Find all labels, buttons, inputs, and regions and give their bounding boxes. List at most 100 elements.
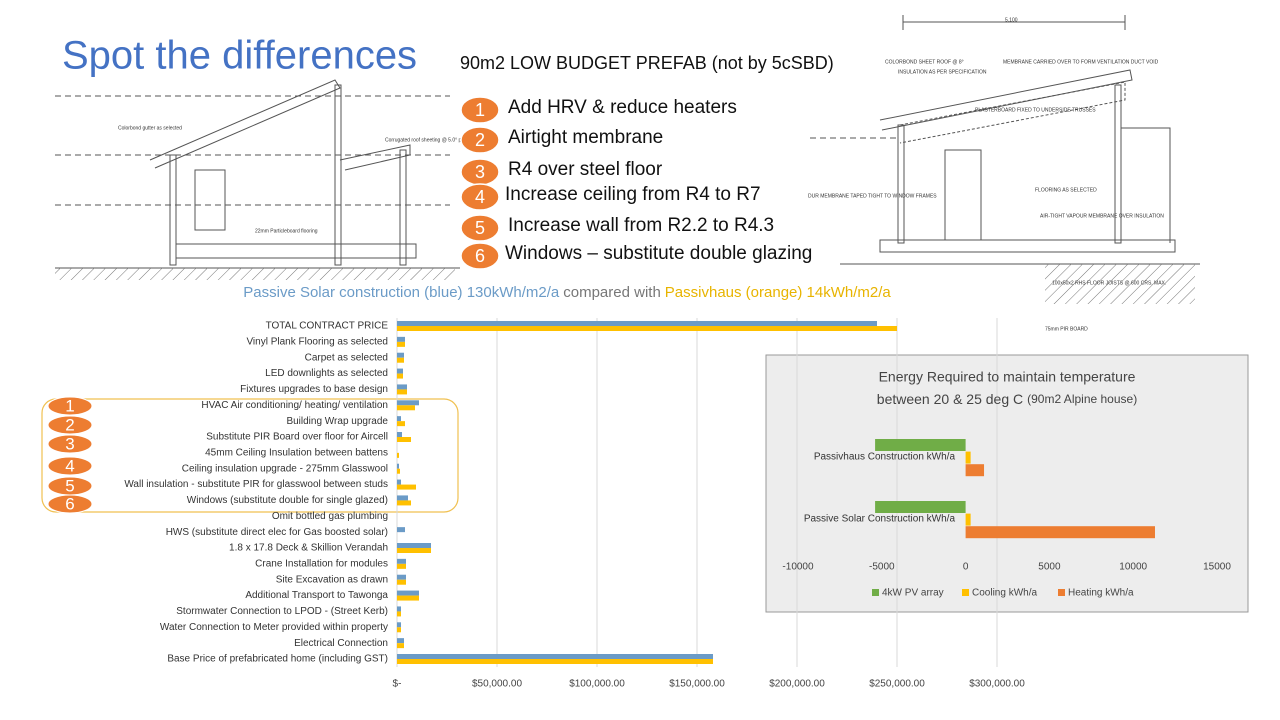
- legend-swatch: [1058, 589, 1065, 596]
- drawing-label: 5,100: [1005, 17, 1018, 23]
- x-tick-label: $300,000.00: [969, 679, 1025, 690]
- list-item: Windows – substitute double glazing: [505, 243, 812, 264]
- legend-swatch: [872, 589, 879, 596]
- category-label: Electrical Connection: [294, 638, 388, 649]
- bar: [397, 437, 411, 442]
- bar: [397, 368, 403, 374]
- list-item: Increase wall from R2.2 to R4.3: [508, 215, 774, 236]
- x-tick-label: -10000: [782, 562, 814, 573]
- badge-number: 3: [65, 434, 74, 453]
- bar: [397, 384, 407, 390]
- legend-label: Cooling kWh/a: [972, 588, 1037, 599]
- title-note: (90m2 Alpine house): [1027, 392, 1137, 406]
- badge-number: 6: [475, 246, 485, 266]
- bar: [397, 479, 401, 485]
- heading: Spot the differences: [62, 34, 417, 78]
- bar: [397, 336, 405, 342]
- bar: [397, 352, 404, 358]
- badge-number: 1: [475, 100, 485, 120]
- bar: [397, 659, 713, 664]
- drawing-label: Corrugated roof sheeting @ 5.0° pitch as…: [385, 137, 496, 143]
- list-item: Airtight membrane: [508, 127, 663, 148]
- category-label: Windows (substitute double for single gl…: [187, 495, 388, 506]
- bar: [397, 400, 419, 406]
- ground: [1045, 264, 1195, 304]
- bar: [397, 595, 419, 601]
- drawing-label: 100x50x2 RHS FLOOR JOISTS @ 600 CRS. MAX…: [1052, 280, 1166, 286]
- bar: [397, 558, 406, 564]
- legend-label: Heating kWh/a: [1068, 588, 1134, 599]
- bar: [397, 527, 405, 533]
- badge-number: 6: [65, 494, 74, 513]
- category-label: Carpet as selected: [305, 352, 388, 363]
- bar: [397, 463, 399, 469]
- title-line: between 20 & 25 deg C: [877, 391, 1023, 407]
- drawing-label: PLASTERBOARD FIXED TO UNDERSIDE TRUSSES: [975, 107, 1096, 113]
- category-label: Building Wrap upgrade: [286, 416, 388, 427]
- bar: [397, 432, 402, 437]
- bar: [397, 405, 415, 411]
- drawing-label: Colorbond gutter as selected: [118, 125, 182, 131]
- bar: [965, 526, 1155, 539]
- number-badge: [47, 456, 93, 476]
- list-item: R4 over steel floor: [508, 159, 663, 180]
- category-label: Site Excavation as drawn: [276, 574, 388, 585]
- bar: [965, 513, 971, 526]
- x-tick-label: $-: [393, 679, 402, 690]
- bar: [397, 416, 401, 422]
- x-tick-label: 10000: [1119, 562, 1147, 573]
- badge-number: 5: [475, 218, 485, 238]
- category-label: 1.8 x 17.8 Deck & Skillion Verandah: [229, 543, 388, 554]
- number-badge: [47, 434, 93, 454]
- bar: [397, 321, 877, 326]
- category-label: Water Connection to Meter provided withi…: [160, 622, 388, 633]
- category-label: Stormwater Connection to LPOD - (Street …: [176, 606, 388, 617]
- category-label: Omit bottled gas plumbing: [272, 511, 388, 522]
- category-label: Vinyl Plank Flooring as selected: [246, 336, 388, 347]
- badge-number: 1: [65, 396, 74, 415]
- x-tick-label: 5000: [1038, 562, 1061, 573]
- category-label: HWS (substitute direct elec for Gas boos…: [166, 527, 388, 538]
- bar: [397, 638, 404, 644]
- x-tick-label: 15000: [1203, 562, 1231, 573]
- category-label: Crane Installation for modules: [255, 558, 388, 569]
- bar: [397, 389, 407, 395]
- list-item: Add HRV & reduce heaters: [508, 97, 737, 118]
- bar: [397, 500, 411, 506]
- x-tick-label: $250,000.00: [869, 679, 925, 690]
- bar: [397, 643, 404, 649]
- subtitle-part: Passivhaus (orange) 14kWh/m2/a: [665, 284, 892, 301]
- x-tick-label: $100,000.00: [569, 679, 625, 690]
- list-item: Increase ceiling from R4 to R7: [505, 184, 761, 205]
- bar: [875, 501, 966, 513]
- bar: [965, 451, 971, 464]
- drawing-label: 22mm Particleboard flooring: [255, 228, 318, 234]
- bar: [397, 622, 401, 628]
- bar: [397, 574, 406, 580]
- bar: [397, 543, 431, 548]
- number-badge: [47, 415, 93, 435]
- number-badge: [460, 183, 500, 211]
- number-badge: [47, 396, 93, 416]
- category-label: Passivhaus Construction kWh/a: [814, 452, 956, 463]
- bar: [397, 563, 406, 569]
- subtitle-part: compared with: [563, 284, 661, 301]
- number-badge: [460, 214, 500, 242]
- legend-label: 4kW PV array: [882, 588, 944, 599]
- category-label: Additional Transport to Tawonga: [245, 590, 388, 601]
- bar: [397, 452, 399, 458]
- category-label: Passive Solar Construction kWh/a: [804, 514, 956, 525]
- x-tick-label: 0: [963, 562, 969, 573]
- drawing-label: INSULATION AS PER SPECIFICATION: [898, 69, 987, 75]
- bar: [397, 654, 713, 659]
- x-tick-label: $50,000.00: [472, 679, 522, 690]
- chart-subtitle: Passive Solar construction (blue) 130kWh…: [243, 284, 891, 301]
- category-label: Substitute PIR Board over floor for Airc…: [206, 432, 388, 443]
- bar: [397, 606, 401, 612]
- chart-title: Energy Required to maintain temperature: [879, 369, 1136, 385]
- badge-number: 2: [475, 130, 485, 150]
- drawing-label: AIR-TIGHT VAPOUR MEMBRANE OVER INSULATIO…: [1040, 213, 1164, 219]
- category-label: LED downlights as selected: [265, 368, 388, 379]
- subheading: 90m2 LOW BUDGET PREFAB (not by 5cSBD): [460, 53, 834, 73]
